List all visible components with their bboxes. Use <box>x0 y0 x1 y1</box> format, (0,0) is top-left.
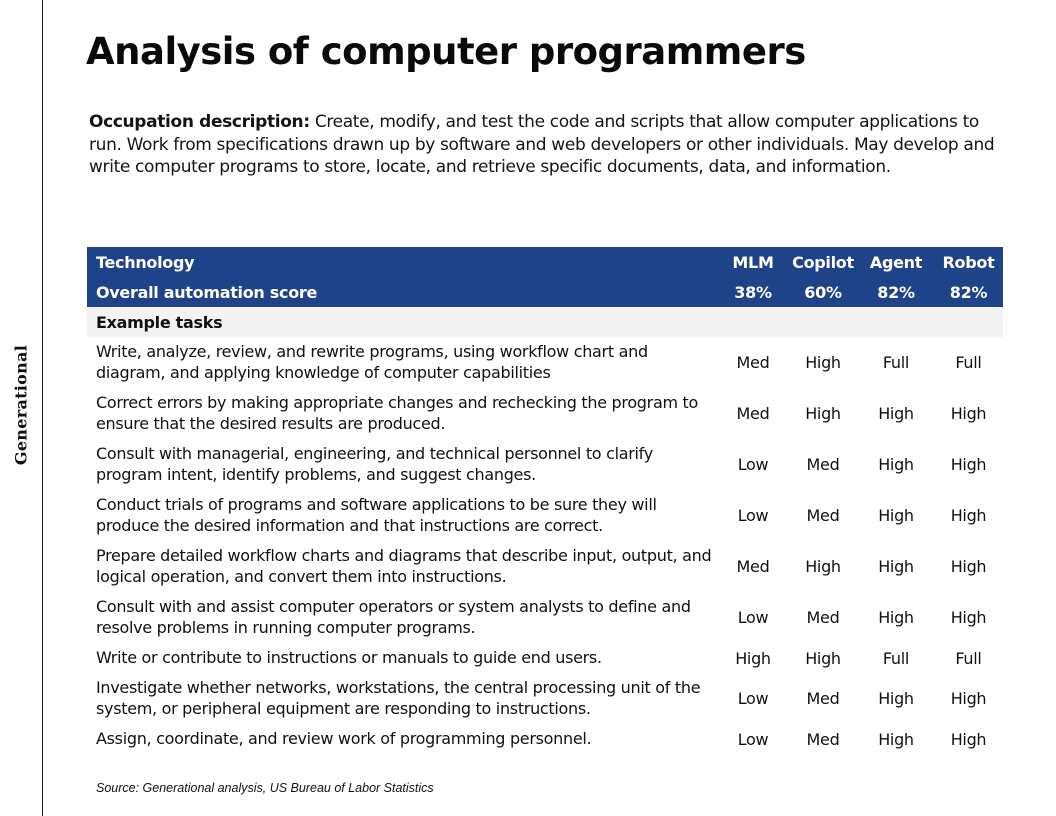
task-robot: High <box>950 455 987 474</box>
task-robot: High <box>950 404 987 423</box>
task-mlm: Low <box>737 689 769 708</box>
header-technology: Technology <box>87 247 718 277</box>
task-mlm: Low <box>737 455 769 474</box>
table-row: Conduct trials of programs and software … <box>87 490 1003 541</box>
task-robot: Full <box>955 648 982 668</box>
task-copilot: High <box>805 648 841 668</box>
source-note: Source: Generational analysis, US Bureau… <box>96 781 434 795</box>
overall-score-robot: 82% <box>934 277 1003 307</box>
description-text: Create, modify, and test the code and sc… <box>89 112 995 177</box>
table-row: Assign, coordinate, and review work of p… <box>87 724 1003 754</box>
task-mlm: Low <box>737 729 769 749</box>
brand-logo: Generational <box>11 344 31 466</box>
task-robot: High <box>950 689 987 708</box>
task-robot: High <box>950 506 987 525</box>
overall-score-row: Overall automation score 38% 60% 82% 82% <box>87 277 1003 307</box>
task-text: Consult with managerial, engineering, an… <box>96 444 653 484</box>
task-agent: High <box>878 608 914 627</box>
header-robot: Robot <box>934 247 1003 277</box>
task-copilot: Med <box>806 689 840 708</box>
section-label: Example tasks <box>87 307 718 337</box>
task-copilot: High <box>805 557 841 576</box>
task-agent: High <box>878 506 914 525</box>
automation-table: Technology MLM Copilot Agent Robot Overa… <box>87 247 1003 754</box>
task-copilot: Med <box>806 729 840 749</box>
task-mlm: Med <box>736 353 770 372</box>
task-mlm: Med <box>736 404 770 423</box>
table-row: Write, analyze, review, and rewrite prog… <box>87 337 1003 388</box>
task-copilot: High <box>805 404 841 423</box>
task-agent: High <box>878 455 914 474</box>
task-text: Consult with and assist computer operato… <box>96 597 691 637</box>
overall-score-copilot: 60% <box>788 277 858 307</box>
task-text: Write or contribute to instructions or m… <box>96 648 602 667</box>
task-agent: Full <box>882 353 910 372</box>
header-copilot: Copilot <box>788 247 858 277</box>
table-row: Prepare detailed workflow charts and dia… <box>87 541 1003 592</box>
task-agent: High <box>878 404 914 423</box>
task-mlm: Med <box>736 557 770 576</box>
occupation-description: Occupation description: Create, modify, … <box>89 111 999 179</box>
task-text: Correct errors by making appropriate cha… <box>96 393 698 433</box>
task-copilot: Med <box>806 455 840 474</box>
task-robot: Full <box>955 353 982 372</box>
task-agent: High <box>878 689 914 708</box>
overall-score-mlm: 38% <box>718 277 788 307</box>
table-row: Consult with and assist computer operato… <box>87 592 1003 643</box>
sidebar-divider <box>42 0 43 816</box>
task-text: Conduct trials of programs and software … <box>96 495 657 535</box>
table-row: Correct errors by making appropriate cha… <box>87 388 1003 439</box>
task-robot: High <box>950 557 987 576</box>
task-agent: High <box>878 557 914 576</box>
task-text: Write, analyze, review, and rewrite prog… <box>96 342 648 382</box>
task-text: Prepare detailed workflow charts and dia… <box>96 546 712 586</box>
task-mlm: Low <box>737 608 769 627</box>
task-robot: High <box>950 729 987 749</box>
header-agent: Agent <box>858 247 934 277</box>
task-text: Assign, coordinate, and review work of p… <box>96 729 592 748</box>
section-row: Example tasks <box>87 307 1003 337</box>
task-copilot: Med <box>806 506 840 525</box>
task-robot: High <box>950 608 987 627</box>
task-copilot: High <box>805 353 841 372</box>
task-mlm: High <box>735 648 771 668</box>
table-header-row: Technology MLM Copilot Agent Robot <box>87 247 1003 277</box>
page-title: Analysis of computer programmers <box>86 30 806 73</box>
task-agent: High <box>878 729 914 749</box>
overall-score-label: Overall automation score <box>87 277 718 307</box>
overall-score-agent: 82% <box>858 277 934 307</box>
task-text: Investigate whether networks, workstatio… <box>96 678 701 718</box>
description-label: Occupation description: <box>89 112 310 132</box>
task-mlm: Low <box>737 506 769 525</box>
header-mlm: MLM <box>718 247 788 277</box>
task-copilot: Med <box>806 608 840 627</box>
table-row: Investigate whether networks, workstatio… <box>87 673 1003 724</box>
table-row: Write or contribute to instructions or m… <box>87 643 1003 673</box>
task-agent: Full <box>882 648 910 668</box>
table-row: Consult with managerial, engineering, an… <box>87 439 1003 490</box>
